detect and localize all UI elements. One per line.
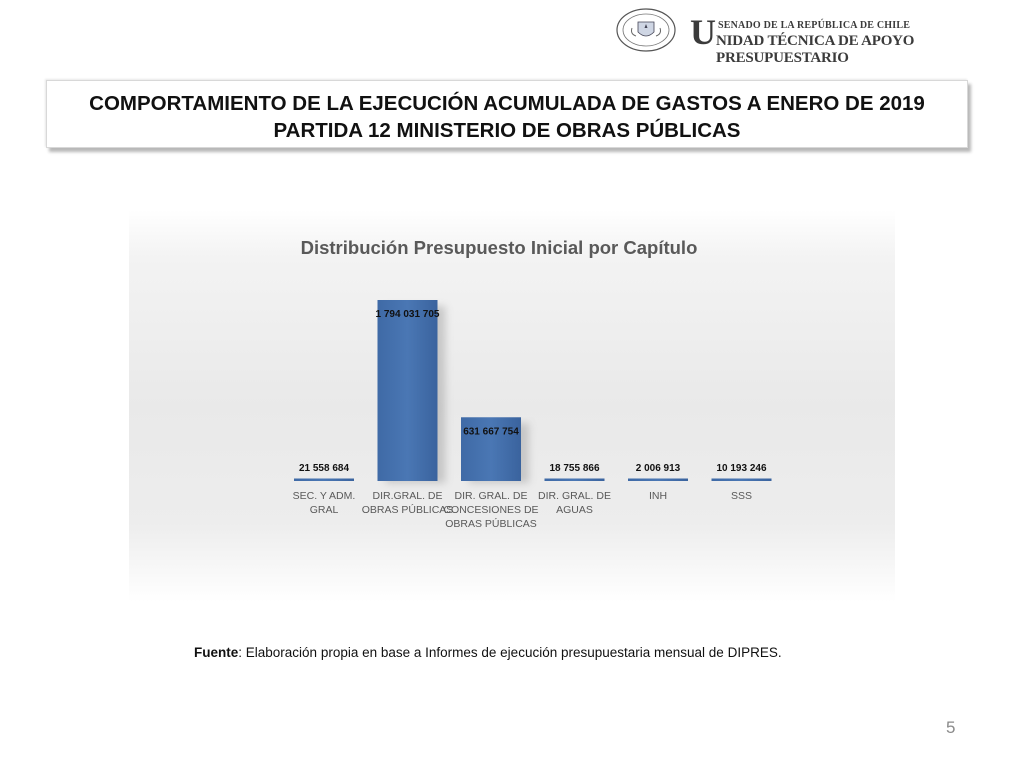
source-label: Fuente <box>194 645 239 660</box>
bar-value-label: 631 667 754 <box>463 426 519 437</box>
x-tick-label: DIR. GRAL. DE AGUAS <box>538 490 611 516</box>
org-unit-initial: U <box>690 12 716 52</box>
org-senado-label: SENADO DE LA REPÚBLICA DE CHILE <box>718 20 911 31</box>
bar <box>294 478 354 481</box>
chart-panel: Distribución Presupuesto Inicial por Cap… <box>129 210 895 602</box>
senado-seal-logo <box>616 8 676 52</box>
bar-value-label: 18 755 866 <box>549 463 599 474</box>
x-tick-label: DIR.GRAL. DE OBRAS PÚBLICAS <box>362 490 454 516</box>
bar-value-label: 1 794 031 705 <box>376 309 440 320</box>
x-tick-label: SEC. Y ADM. GRAL <box>293 490 356 516</box>
x-tick-label: INH <box>649 490 667 502</box>
page-number: 5 <box>946 718 956 737</box>
x-tick-label: DIR. GRAL. DE CONCESIONES DE OBRAS PÚBLICA… <box>443 490 538 530</box>
source-text: : Elaboración propia en base a Informes … <box>238 645 782 660</box>
bar <box>377 300 438 481</box>
chart-title: Distribución Presupuesto Inicial por Cap… <box>301 237 698 258</box>
bar <box>711 478 772 481</box>
bar-value-label: 10 193 246 <box>716 463 766 474</box>
source-note: Fuente: Elaboración propia en base a Inf… <box>194 645 782 660</box>
bar-value-label: 21 558 684 <box>299 463 349 474</box>
x-tick-label: SSS <box>731 490 752 502</box>
slide-title-line1: COMPORTAMIENTO DE LA EJECUCIÓN ACUMULADA… <box>89 92 925 115</box>
slide-title-box: COMPORTAMIENTO DE LA EJECUCIÓN ACUMULADA… <box>46 80 968 148</box>
bar-chart: Distribución Presupuesto Inicial por Cap… <box>293 237 772 530</box>
bar-value-label: 2 006 913 <box>636 463 681 474</box>
slide-title-line2: PARTIDA 12 MINISTERIO DE OBRAS PÚBLICAS <box>273 119 741 142</box>
bar <box>544 478 605 481</box>
bar <box>628 478 688 481</box>
org-unit-label: NIDAD TÉCNICA DE APOYO PRESUPUESTARIO <box>716 33 915 66</box>
bar <box>461 417 521 481</box>
